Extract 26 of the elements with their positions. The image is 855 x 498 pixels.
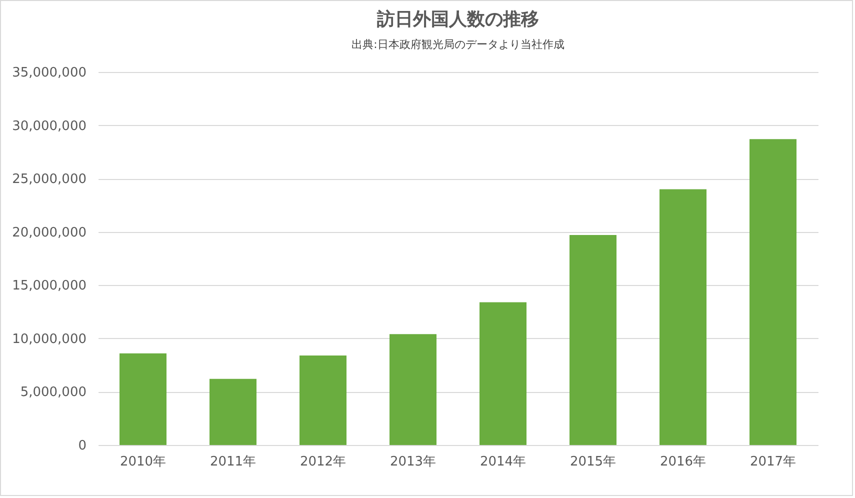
x-tick-label: 2011年 — [210, 454, 256, 470]
x-tick-label: 2015年 — [570, 454, 616, 470]
y-tick-label: 5,000,000 — [20, 385, 86, 400]
x-tick-label: 2014年 — [480, 454, 526, 470]
bar — [390, 334, 436, 445]
y-tick-label: 25,000,000 — [12, 172, 86, 188]
x-tick-label: 2017年 — [750, 454, 796, 470]
bar — [660, 189, 706, 445]
x-tick-label: 2016年 — [660, 454, 706, 470]
x-tick-label: 2010年 — [120, 454, 166, 470]
bar — [120, 353, 166, 445]
y-tick-label: 0 — [78, 438, 86, 454]
bar — [210, 378, 256, 445]
bar — [300, 355, 346, 445]
y-tick-label: 10,000,000 — [12, 332, 86, 347]
bar — [570, 235, 616, 445]
x-tick-label: 2013年 — [390, 454, 436, 470]
bar — [480, 302, 526, 445]
chart-subtitle: 出典:日本政府観光局のデータより当社作成 — [352, 38, 564, 51]
chart-title: 訪日外国人数の推移 — [376, 9, 539, 30]
y-tick-label: 30,000,000 — [12, 118, 86, 134]
y-tick-label: 35,000,000 — [12, 66, 86, 80]
y-tick-label: 15,000,000 — [12, 278, 86, 294]
y-tick-label: 20,000,000 — [12, 225, 86, 240]
bar — [750, 139, 796, 445]
x-tick-label: 2012年 — [300, 454, 346, 470]
